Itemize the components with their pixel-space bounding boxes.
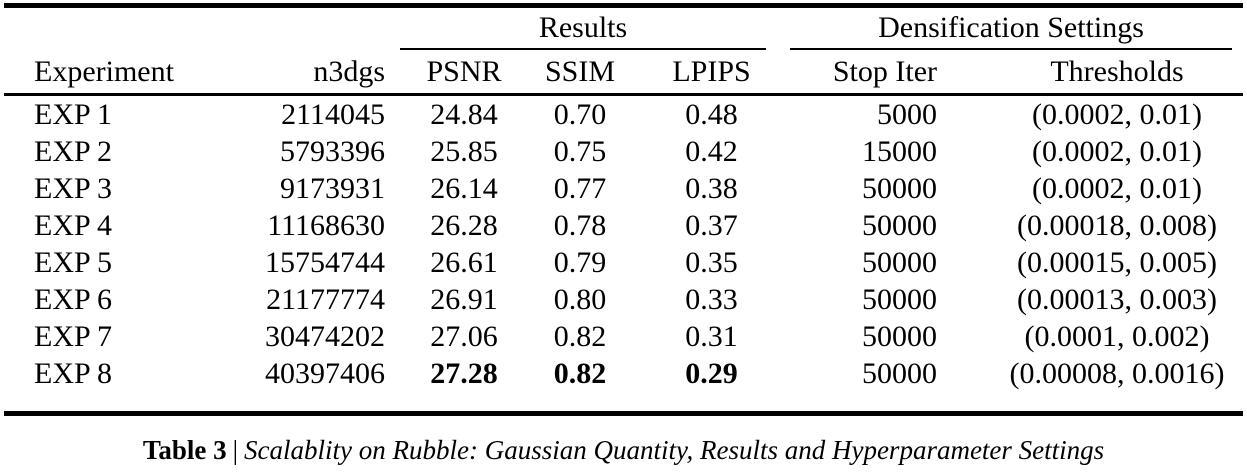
cell-thresholds: (0.00018, 0.008) [1017, 209, 1217, 242]
col-header-n3dgs: n3dgs [214, 50, 400, 96]
cell-ssim: 0.75 [553, 135, 607, 168]
col-header-stop-iter: Stop Iter [766, 50, 946, 96]
col-header-lpips: LPIPS [632, 50, 766, 96]
table-caption-text: Scalablity on Rubble: Gaussian Quantity,… [244, 435, 1105, 465]
cell-lpips: 0.37 [685, 209, 738, 242]
cell-n3dgs: 9173931 [280, 172, 385, 205]
cell-stop-iter: 50000 [862, 357, 937, 390]
cell-stop-iter: 50000 [862, 320, 937, 353]
cell-experiment: EXP 4 [34, 209, 113, 242]
cell-thresholds: (0.00008, 0.0016) [1009, 357, 1225, 390]
col-header-experiment: Experiment [4, 50, 214, 96]
cell-experiment: EXP 2 [34, 135, 113, 168]
table-row-exp4: EXP 4 11168630 26.28 0.78 0.37 50000 (0.… [4, 207, 1243, 244]
group-header-row: Results Densification Settings [4, 6, 1243, 51]
cell-psnr: 27.06 [430, 320, 498, 353]
table-row-exp1: EXP 1 2114045 24.84 0.70 0.48 5000 (0.00… [4, 95, 1243, 134]
cell-lpips: 0.31 [685, 320, 738, 353]
cell-lpips: 0.38 [685, 172, 738, 205]
group-header-densification: Densification Settings [766, 6, 1243, 50]
cell-experiment: EXP 8 [34, 357, 113, 390]
cell-experiment: EXP 5 [34, 246, 113, 279]
cell-n3dgs: 11168630 [267, 209, 385, 242]
cell-psnr: 26.28 [430, 209, 498, 242]
cell-ssim: 0.80 [553, 283, 607, 316]
table-row-exp7: EXP 7 30474202 27.06 0.82 0.31 50000 (0.… [4, 318, 1243, 355]
cell-stop-iter: 50000 [862, 172, 937, 205]
cell-experiment: EXP 7 [34, 320, 113, 353]
cell-lpips: 0.42 [685, 135, 738, 168]
cell-stop-iter: 50000 [862, 283, 937, 316]
cell-experiment: EXP 1 [34, 98, 113, 131]
cell-ssim: 0.78 [553, 209, 607, 242]
col-header-ssim: SSIM [528, 50, 632, 96]
group-header-results-label: Results [538, 11, 628, 44]
cell-psnr: 25.85 [430, 135, 498, 168]
cell-experiment: EXP 3 [34, 172, 113, 205]
cell-ssim: 0.79 [553, 246, 607, 279]
cell-stop-iter: 50000 [862, 209, 937, 242]
col-header-thresholds: Thresholds [946, 50, 1243, 96]
table-row-exp8: EXP 8 40397406 27.28 0.82 0.29 50000 (0.… [4, 355, 1243, 414]
cell-ssim: 0.82 [553, 357, 607, 390]
cell-n3dgs: 30474202 [265, 320, 385, 353]
cell-stop-iter: 50000 [862, 246, 937, 279]
group-header-spacer [4, 6, 400, 51]
group-header-densification-label: Densification Settings [878, 11, 1144, 44]
cell-thresholds: (0.00015, 0.005) [1017, 246, 1217, 279]
cell-lpips: 0.48 [685, 98, 738, 131]
table-row-exp6: EXP 6 21177774 26.91 0.80 0.33 50000 (0.… [4, 281, 1243, 318]
cell-experiment: EXP 6 [34, 283, 113, 316]
cell-n3dgs: 21177774 [266, 283, 385, 316]
group-header-results: Results [400, 6, 766, 50]
table-caption-label: Table 3 [142, 435, 227, 465]
col-header-psnr: PSNR [400, 50, 528, 96]
cell-lpips: 0.35 [685, 246, 738, 279]
table-row-exp2: EXP 2 5793396 25.85 0.75 0.42 15000 (0.0… [4, 133, 1243, 170]
cell-thresholds: (0.0002, 0.01) [1032, 172, 1202, 205]
cell-thresholds: (0.00013, 0.003) [1017, 283, 1217, 316]
cell-psnr: 27.28 [430, 357, 498, 390]
results-table: Results Densification Settings Experimen… [4, 3, 1243, 416]
cell-ssim: 0.82 [553, 320, 607, 353]
cell-stop-iter: 15000 [862, 135, 937, 168]
table-row-exp5: EXP 5 15754744 26.61 0.79 0.35 50000 (0.… [4, 244, 1243, 281]
column-header-row: Experiment n3dgs PSNR SSIM LPIPS Stop It… [4, 50, 1243, 96]
table-caption: Table 3 | Scalablity on Rubble: Gaussian Q… [0, 434, 1247, 466]
table-caption-separator: | [232, 435, 239, 465]
cell-psnr: 26.14 [430, 172, 498, 205]
cell-lpips: 0.33 [685, 283, 738, 316]
cell-n3dgs: 2114045 [281, 98, 385, 131]
cell-n3dgs: 40397406 [265, 357, 385, 390]
cell-n3dgs: 15754744 [265, 246, 385, 279]
cell-ssim: 0.77 [553, 172, 607, 205]
cell-psnr: 26.91 [430, 283, 498, 316]
table-row-exp3: EXP 3 9173931 26.14 0.77 0.38 50000 (0.0… [4, 170, 1243, 207]
cell-ssim: 0.70 [553, 98, 607, 131]
cell-stop-iter: 5000 [877, 98, 937, 131]
cell-n3dgs: 5793396 [280, 135, 385, 168]
cell-psnr: 26.61 [430, 246, 498, 279]
cell-lpips: 0.29 [685, 357, 738, 390]
cell-thresholds: (0.0001, 0.002) [1024, 320, 1210, 353]
cell-thresholds: (0.0002, 0.01) [1032, 135, 1202, 168]
cell-thresholds: (0.0002, 0.01) [1032, 98, 1202, 131]
cell-psnr: 24.84 [430, 98, 498, 131]
